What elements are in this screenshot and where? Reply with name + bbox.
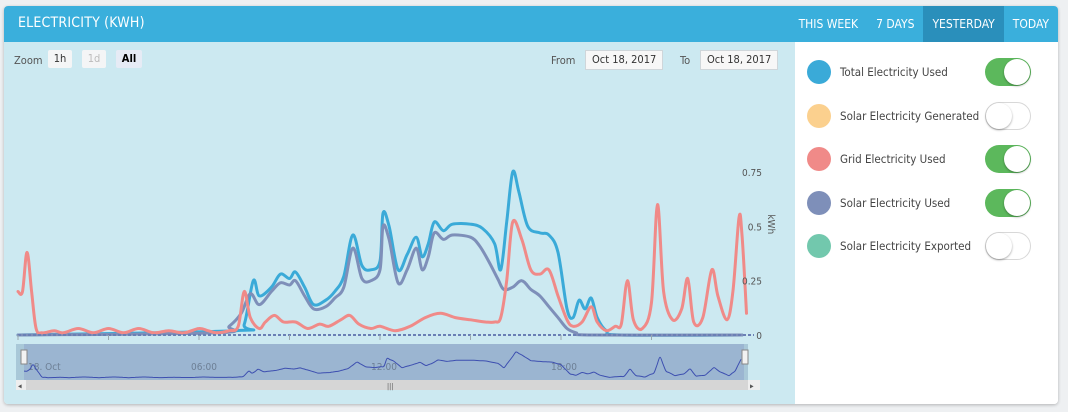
date-range-tabs: THIS WEEK 7 DAYS YESTERDAY TODAY: [790, 6, 1058, 42]
scroll-left-arrow[interactable]: ◂: [18, 382, 22, 391]
navigator[interactable]: 18. Oct 06:00 12:00 18:00 ||| ◂ ▸: [4, 338, 795, 398]
legend-swatch: [807, 104, 831, 128]
navigator-label: 12:00: [371, 362, 397, 373]
y-axis-title: kWh: [765, 214, 776, 234]
toggle-knob: [1004, 146, 1030, 172]
scrollbar-thumb[interactable]: [26, 380, 748, 390]
legend-swatch: [807, 191, 831, 215]
toggle-solar-electricity-generated[interactable]: [985, 102, 1031, 130]
to-label: To: [680, 54, 691, 67]
from-date-input[interactable]: Oct 18, 2017: [585, 50, 664, 70]
legend-label: Solar Electricity Generated: [840, 109, 980, 123]
y-tick-label: 0: [756, 331, 762, 342]
card-header: ELECTRICITY (KWH) THIS WEEK 7 DAYS YESTE…: [4, 6, 1058, 42]
toggle-solar-electricity-exported[interactable]: [985, 232, 1031, 260]
legend-swatch: [807, 60, 831, 84]
zoom-1h-button[interactable]: 1h: [48, 50, 72, 68]
legend-label: Grid Electricity Used: [840, 152, 946, 166]
series-solar-electricity-used[interactable]: [16, 223, 744, 337]
toggle-grid-electricity-used[interactable]: [985, 145, 1031, 173]
legend-item-solar-electricity-used: Solar Electricity Used: [807, 189, 1047, 217]
toggle-solar-electricity-used[interactable]: [985, 189, 1031, 217]
from-label: From: [551, 54, 576, 67]
chart-panel: Zoom 1h 1d All From Oct 18, 2017 To Oct …: [4, 42, 795, 404]
legend-swatch: [807, 234, 831, 258]
navigator-left-handle[interactable]: [20, 349, 28, 365]
legend-panel: Total Electricity Used Solar Electricity…: [795, 42, 1058, 404]
range-7-days[interactable]: 7 DAYS: [876, 17, 915, 31]
navigator-right-handle[interactable]: [741, 349, 749, 365]
toggle-knob: [986, 233, 1012, 259]
toggle-knob: [1004, 190, 1030, 216]
legend-label: Solar Electricity Used: [840, 196, 951, 210]
navigator-series: [23, 351, 742, 379]
zoom-1d-button[interactable]: 1d: [82, 50, 106, 68]
legend-item-solar-electricity-generated: Solar Electricity Generated: [807, 102, 1047, 130]
y-tick-label: 0.75: [742, 168, 762, 179]
legend-label: Total Electricity Used: [840, 65, 948, 79]
toggle-knob: [1004, 59, 1030, 85]
legend-item-grid-electricity-used: Grid Electricity Used: [807, 145, 1047, 173]
range-this-week[interactable]: THIS WEEK: [798, 17, 859, 31]
series-total-electricity-used[interactable]: [16, 169, 744, 337]
toggle-total-electricity-used[interactable]: [985, 58, 1031, 86]
legend-item-total-electricity-used: Total Electricity Used: [807, 58, 1047, 86]
legend-swatch: [807, 147, 831, 171]
navigator-label: 06:00: [191, 362, 217, 373]
to-date-input[interactable]: Oct 18, 2017: [700, 50, 779, 70]
navigator-selection[interactable]: [24, 344, 744, 380]
legend-label: Solar Electricity Exported: [840, 239, 972, 253]
navigator-label: 18. Oct: [28, 362, 61, 373]
range-yesterday[interactable]: YESTERDAY: [923, 6, 1004, 42]
toggle-knob: [986, 103, 1012, 129]
range-today[interactable]: TODAY: [1012, 17, 1049, 31]
legend-item-solar-electricity-exported: Solar Electricity Exported: [807, 232, 1047, 260]
y-tick-label: 0.25: [742, 277, 762, 288]
scrollbar-grip: |||: [387, 383, 393, 391]
scroll-right-arrow[interactable]: ▸: [750, 382, 754, 391]
y-tick-label: 0.5: [748, 222, 762, 233]
series-grid-electricity-used[interactable]: [16, 203, 748, 335]
electricity-card: ELECTRICITY (KWH) THIS WEEK 7 DAYS YESTE…: [4, 6, 1058, 404]
card-title: ELECTRICITY (KWH): [18, 15, 145, 31]
zoom-all-button[interactable]: All: [116, 50, 142, 68]
zoom-label: Zoom: [14, 54, 43, 67]
